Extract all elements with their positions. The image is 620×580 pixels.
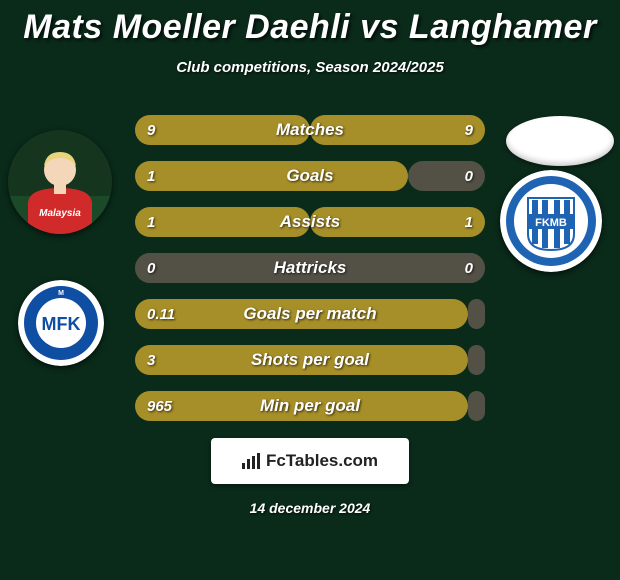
- stat-row: 3Shots per goal: [135, 345, 485, 375]
- club-badge-right: FKMB: [500, 170, 602, 272]
- player-left-avatar: Malaysia: [8, 130, 112, 234]
- stat-label: Assists: [135, 212, 485, 232]
- page-subtitle: Club competitions, Season 2024/2025: [0, 59, 620, 76]
- brand-label: FcTables.com: [266, 451, 378, 471]
- svg-text:Malaysia: Malaysia: [39, 208, 81, 219]
- club-badge-left: MFK M: [18, 280, 104, 366]
- stat-label: Goals per match: [135, 304, 485, 324]
- stat-label: Min per goal: [135, 396, 485, 416]
- stat-label: Hattricks: [135, 258, 485, 278]
- svg-text:MFK: MFK: [42, 314, 81, 334]
- date-label: 14 december 2024: [0, 500, 620, 516]
- svg-text:M: M: [58, 290, 64, 297]
- page-title: Mats Moeller Daehli vs Langhamer: [0, 0, 620, 47]
- stat-label: Goals: [135, 166, 485, 186]
- player-right-avatar: [506, 116, 614, 166]
- stat-label: Matches: [135, 120, 485, 140]
- svg-text:FKMB: FKMB: [535, 217, 567, 229]
- stat-row: 0.11Goals per match: [135, 299, 485, 329]
- stat-row: 965Min per goal: [135, 391, 485, 421]
- stat-row: 00Hattricks: [135, 253, 485, 283]
- chart-icon: [242, 453, 262, 469]
- brand-badge[interactable]: FcTables.com: [211, 438, 409, 484]
- stat-row: 10Goals: [135, 161, 485, 191]
- brand-text: FcTables.com: [242, 451, 378, 471]
- stat-label: Shots per goal: [135, 350, 485, 370]
- stat-row: 99Matches: [135, 115, 485, 145]
- stats-bars: 99Matches 10Goals 11Assists 00Hattricks 0.11…: [135, 115, 485, 437]
- stat-row: 11Assists: [135, 207, 485, 237]
